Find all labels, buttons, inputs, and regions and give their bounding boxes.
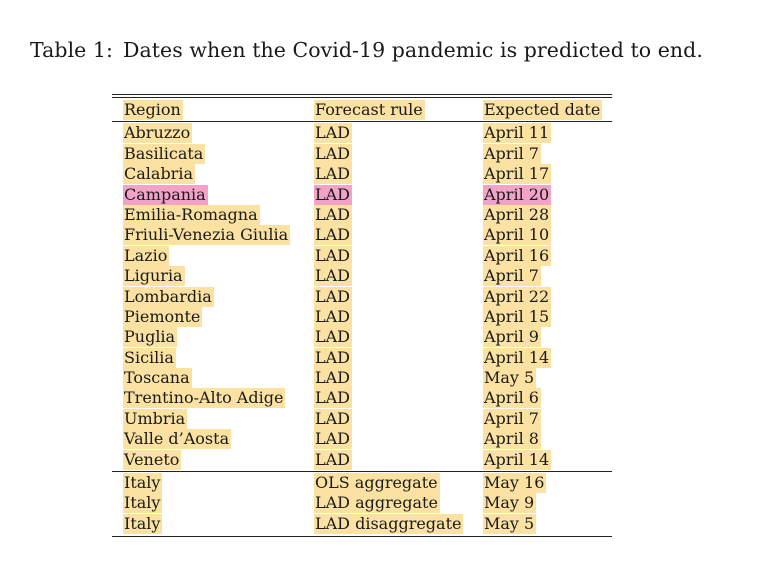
table-row: Liguria LAD April 7 [112,266,612,287]
cell-forecast-rule: LAD [314,306,353,327]
cell-expected-date: April 20 [483,184,552,205]
aggregate-row: Italy LAD disaggregate May 5 [112,513,612,534]
cell-region: Italy [123,493,163,514]
table-row: Friuli-Venezia Giulia LAD April 10 [112,225,612,246]
table-row: Sicilia LAD April 14 [112,347,612,368]
cell-forecast-rule: LAD [314,327,353,348]
cell-region: Umbria [123,408,188,429]
table-top-rule-inner [112,97,612,98]
header-expected-date: Expected date [483,100,603,120]
table-body-aggregates: Italy OLS aggregate May 16 Italy LAD aggrega… [112,473,612,534]
aggregate-rule [112,471,612,473]
table-bottom-rule [112,536,612,538]
cell-forecast-rule: LAD [314,388,353,409]
table-row: Calabria LAD April 17 [112,164,612,185]
cell-region: Friuli-Venezia Giulia [123,225,291,246]
cell-region: Italy [123,473,163,494]
cell-expected-date: April 11 [483,123,552,144]
cell-expected-date: April 17 [483,164,552,185]
table-row: Puglia LAD April 9 [112,327,612,348]
cell-forecast-rule: LAD [314,347,353,368]
table-body-regions: Abruzzo LAD April 11 Basilicata LAD April 7 Ca… [112,123,612,470]
table-top-rule [112,94,612,95]
cell-forecast-rule: LAD [314,204,353,225]
cell-expected-date: May 16 [483,473,547,494]
table-row: Basilicata LAD April 7 [112,143,612,164]
cell-forecast-rule: LAD [314,143,353,164]
table-row: Campania LAD April 20 [112,184,612,205]
cell-region: Veneto [123,449,182,470]
cell-expected-date: April 14 [483,449,552,470]
cell-expected-date: May 9 [483,493,537,514]
cell-forecast-rule: LAD [314,225,353,246]
cell-forecast-rule: LAD [314,184,353,205]
cell-region: Lombardia [123,286,214,307]
cell-expected-date: April 7 [483,266,541,287]
cell-expected-date: April 28 [483,204,552,225]
cell-expected-date: April 14 [483,347,552,368]
cell-forecast-rule: LAD [314,123,353,144]
cell-region: Liguria [123,266,185,287]
cell-forecast-rule: LAD aggregate [314,493,440,514]
cell-region: Italy [123,513,163,534]
cell-forecast-rule: OLS aggregate [314,473,440,494]
cell-region: Basilicata [123,143,206,164]
cell-expected-date: May 5 [483,368,537,389]
cell-expected-date: April 9 [483,327,541,348]
table-header-row: Region Forecast rule Expected date [112,100,612,120]
cell-expected-date: April 8 [483,429,541,450]
cell-forecast-rule: LAD [314,266,353,287]
cell-expected-date: April 16 [483,245,552,266]
cell-region: Valle d’Aosta [123,429,232,450]
cell-forecast-rule: LAD [314,429,353,450]
table-row: Trentino-Alto Adige LAD April 6 [112,388,612,409]
cell-region: Piemonte [123,306,203,327]
cell-expected-date: April 7 [483,143,541,164]
table-caption: Table 1: Dates when the Covid-19 pandemic… [30,38,703,62]
cell-expected-date: April 10 [483,225,552,246]
table-row: Piemonte LAD April 15 [112,306,612,327]
cell-forecast-rule: LAD [314,286,353,307]
header-rule [112,121,612,123]
table-row: Toscana LAD May 5 [112,368,612,389]
cell-region: Puglia [123,327,178,348]
cell-forecast-rule: LAD [314,245,353,266]
cell-region: Campania [123,184,208,205]
cell-expected-date: May 5 [483,513,537,534]
table-row: Valle d’Aosta LAD April 8 [112,429,612,450]
caption-label: Table 1: [30,38,113,62]
table-row: Abruzzo LAD April 11 [112,123,612,144]
cell-expected-date: April 15 [483,306,552,327]
cell-forecast-rule: LAD [314,164,353,185]
cell-region: Emilia-Romagna [123,204,260,225]
cell-forecast-rule: LAD [314,368,353,389]
cell-forecast-rule: LAD disaggregate [314,513,464,534]
cell-region: Trentino-Alto Adige [123,388,286,409]
aggregate-row: Italy LAD aggregate May 9 [112,493,612,514]
table-row: Umbria LAD April 7 [112,408,612,429]
table-row: Lombardia LAD April 22 [112,286,612,307]
cell-region: Lazio [123,245,170,266]
cell-region: Calabria [123,164,195,185]
cell-forecast-rule: LAD [314,449,353,470]
table-row: Emilia-Romagna LAD April 28 [112,204,612,225]
aggregate-row: Italy OLS aggregate May 16 [112,473,612,494]
cell-region: Sicilia [123,347,176,368]
cell-region: Toscana [123,368,192,389]
header-forecast-rule: Forecast rule [314,100,425,120]
cell-expected-date: April 6 [483,388,541,409]
table-row: Veneto LAD April 14 [112,449,612,470]
cell-expected-date: April 22 [483,286,552,307]
cell-region: Abruzzo [123,123,193,144]
caption-text: Dates when the Covid-19 pandemic is pred… [122,38,703,62]
cell-expected-date: April 7 [483,408,541,429]
header-region: Region [123,100,183,120]
cell-forecast-rule: LAD [314,408,353,429]
region-forecast-table: Region Forecast rule Expected date Abruz… [112,94,612,538]
table-row: Lazio LAD April 16 [112,245,612,266]
